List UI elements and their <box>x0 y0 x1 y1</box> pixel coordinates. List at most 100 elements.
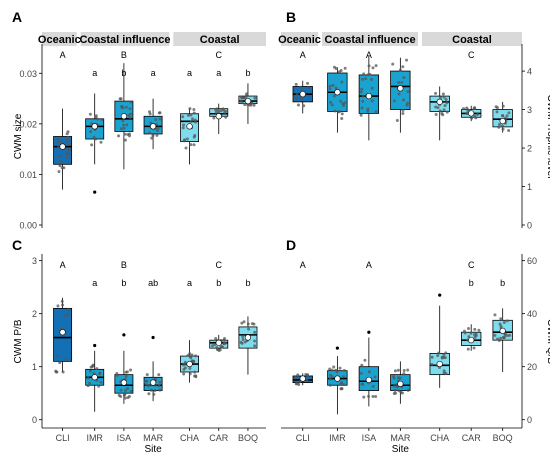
data-point <box>88 381 92 385</box>
data-point <box>340 112 344 116</box>
mean-marker <box>436 98 443 105</box>
data-point <box>343 66 347 70</box>
data-point <box>123 389 127 393</box>
mean-marker <box>436 360 443 368</box>
mean-marker <box>499 118 506 125</box>
y-tick-label: 0.00 <box>19 221 37 231</box>
data-point <box>240 321 244 325</box>
data-point <box>158 380 162 384</box>
y-tick-label: 1 <box>527 182 532 192</box>
box-cli <box>292 373 313 386</box>
data-point <box>306 81 310 85</box>
data-point <box>328 383 332 387</box>
data-point <box>95 367 99 371</box>
data-point <box>189 143 193 147</box>
data-point <box>57 154 61 158</box>
data-point <box>393 388 397 392</box>
data-point <box>496 337 500 341</box>
group-letter: B <box>121 260 127 270</box>
data-point <box>145 373 149 377</box>
box-boq <box>238 83 258 124</box>
mean-marker <box>215 113 222 120</box>
data-point <box>406 101 410 105</box>
box-cli <box>292 80 313 114</box>
data-point <box>328 87 332 91</box>
data-point <box>438 96 442 100</box>
data-point <box>333 109 337 113</box>
data-point <box>59 140 63 144</box>
data-point <box>119 97 123 101</box>
data-point <box>97 384 101 388</box>
data-point <box>495 110 499 114</box>
data-point <box>405 58 409 62</box>
data-point <box>223 111 227 115</box>
data-point <box>154 118 158 122</box>
data-point <box>58 361 62 365</box>
data-point <box>122 123 126 127</box>
data-point <box>57 170 61 174</box>
data-point <box>472 346 476 350</box>
box-imr <box>85 350 105 412</box>
data-point <box>442 95 446 99</box>
box-mar <box>143 98 163 150</box>
site-letter: a <box>92 278 97 288</box>
data-point <box>129 100 133 104</box>
group-letter: A <box>300 50 306 60</box>
data-point <box>393 369 397 373</box>
data-point <box>57 145 61 149</box>
data-point <box>295 381 299 385</box>
x-tick-label: BOQ <box>493 433 513 443</box>
data-point <box>332 65 336 69</box>
data-point <box>193 134 197 138</box>
data-point <box>392 384 396 388</box>
data-point <box>507 128 511 132</box>
box-boq <box>492 308 513 372</box>
data-point <box>369 77 373 81</box>
group-letter: C <box>216 260 223 270</box>
data-point <box>360 363 364 367</box>
outlier-point <box>438 293 442 297</box>
data-point <box>505 334 509 338</box>
data-point <box>68 143 72 147</box>
data-point <box>119 395 123 399</box>
data-point <box>402 76 406 80</box>
data-point <box>362 395 366 399</box>
data-point <box>499 317 503 321</box>
x-tick-label: BOQ <box>238 433 258 443</box>
data-point <box>436 354 440 358</box>
strip-label: Coastal <box>200 34 240 46</box>
data-point <box>331 83 335 87</box>
mean-marker <box>299 91 306 98</box>
data-point <box>192 143 196 147</box>
mean-marker <box>59 143 66 150</box>
data-point <box>401 112 405 116</box>
data-point <box>66 147 70 151</box>
data-point <box>99 140 103 144</box>
data-point <box>373 375 377 379</box>
data-point <box>332 94 336 98</box>
data-point <box>57 137 61 141</box>
site-letter: a <box>92 68 97 78</box>
data-point <box>330 375 334 379</box>
data-point <box>192 111 196 115</box>
group-letter: B <box>121 50 127 60</box>
data-point <box>434 105 438 109</box>
data-point <box>472 107 476 111</box>
data-point <box>66 136 70 140</box>
data-point <box>505 114 509 118</box>
data-point <box>147 131 151 135</box>
data-point <box>466 347 470 351</box>
panel-label: A <box>12 9 22 25</box>
data-point <box>183 360 187 364</box>
data-point <box>401 98 405 102</box>
box-cli <box>53 108 73 190</box>
data-point <box>243 103 247 107</box>
data-point <box>181 115 185 119</box>
data-point <box>443 104 447 108</box>
y-axis-label: CWM Q/B <box>545 319 550 364</box>
site-letter: b <box>500 278 505 288</box>
data-point <box>181 363 185 367</box>
data-point <box>505 319 509 323</box>
